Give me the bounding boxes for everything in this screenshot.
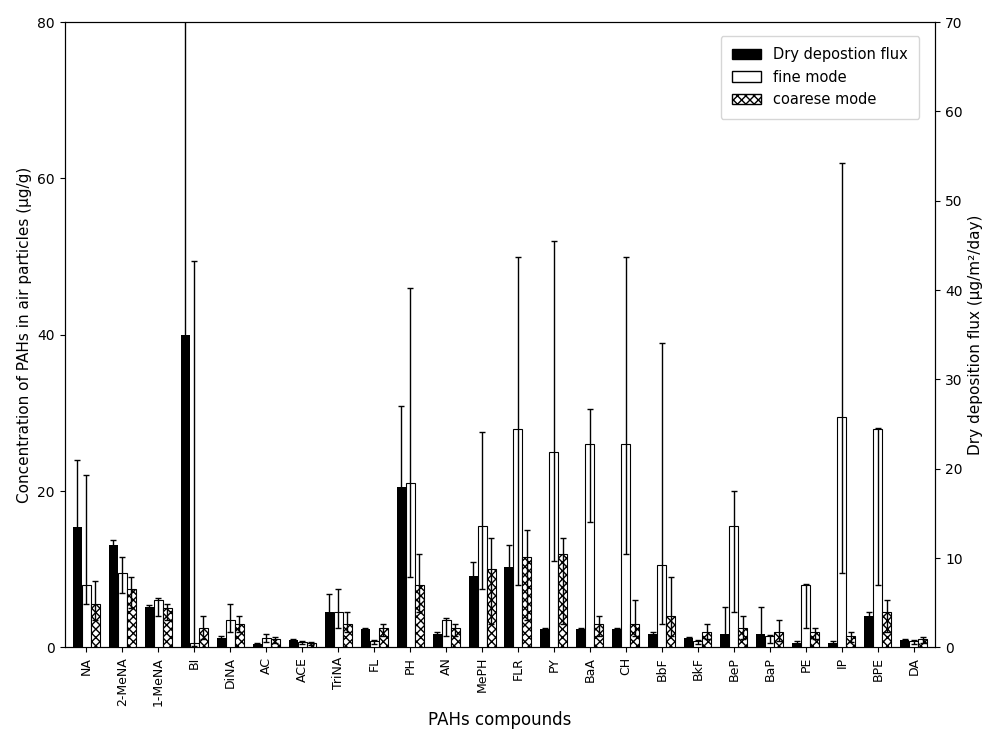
Bar (684, 639, 693, 648)
Bar (864, 616, 873, 648)
Bar (262, 638, 271, 648)
Bar (433, 634, 442, 648)
Bar (765, 636, 774, 648)
Bar (271, 639, 280, 648)
X-axis label: PAHs compounds: PAHs compounds (428, 712, 572, 730)
Bar (540, 630, 549, 648)
Bar (549, 452, 558, 648)
Bar (91, 604, 100, 648)
Bar (82, 585, 91, 648)
Bar (837, 417, 846, 648)
Bar (828, 643, 837, 648)
Bar (918, 639, 927, 648)
Legend: Dry depostion flux, fine mode, coarese mode: Dry depostion flux, fine mode, coarese m… (721, 36, 919, 119)
Bar (774, 632, 783, 648)
Bar (253, 644, 262, 648)
Bar (451, 628, 460, 648)
Y-axis label: Dry deposition flux (μg/m²/day): Dry deposition flux (μg/m²/day) (968, 215, 983, 455)
Bar (442, 620, 451, 648)
Bar (720, 634, 729, 648)
Bar (576, 630, 585, 648)
Bar (163, 608, 172, 648)
Bar (558, 554, 567, 648)
Bar (154, 601, 163, 648)
Bar (199, 628, 208, 648)
Bar (109, 545, 118, 648)
Bar (594, 624, 603, 648)
Bar (487, 569, 496, 648)
Bar (585, 444, 594, 648)
Bar (846, 636, 855, 648)
Bar (370, 641, 379, 648)
Bar (882, 612, 891, 648)
Bar (235, 624, 244, 648)
Bar (756, 634, 765, 648)
Bar (127, 589, 136, 648)
Bar (801, 585, 810, 648)
Bar (657, 565, 666, 648)
Bar (334, 612, 343, 648)
Bar (361, 630, 370, 648)
Bar (118, 573, 127, 648)
Bar (469, 576, 478, 648)
Bar (325, 612, 334, 648)
Bar (522, 557, 531, 648)
Bar (289, 640, 298, 648)
Bar (702, 632, 711, 648)
Bar (298, 642, 307, 648)
Bar (648, 634, 657, 648)
Bar (226, 620, 235, 648)
Bar (379, 628, 388, 648)
Bar (406, 483, 415, 648)
Bar (504, 567, 513, 648)
Bar (630, 624, 639, 648)
Bar (738, 628, 747, 648)
Bar (415, 585, 424, 648)
Bar (612, 630, 621, 648)
Bar (792, 643, 801, 648)
Bar (181, 335, 190, 648)
Bar (810, 632, 819, 648)
Bar (307, 643, 316, 648)
Y-axis label: Concentration of PAHs in air particles (μg/g): Concentration of PAHs in air particles (… (17, 166, 32, 503)
Bar (666, 616, 675, 648)
Bar (73, 527, 82, 648)
Bar (909, 641, 918, 648)
Bar (513, 428, 522, 648)
Bar (478, 526, 487, 648)
Bar (729, 526, 738, 648)
Bar (621, 444, 630, 648)
Bar (873, 428, 882, 648)
Bar (145, 607, 154, 648)
Bar (343, 624, 352, 648)
Bar (190, 643, 199, 648)
Bar (397, 486, 406, 648)
Bar (693, 641, 702, 648)
Bar (217, 639, 226, 648)
Bar (900, 640, 909, 648)
